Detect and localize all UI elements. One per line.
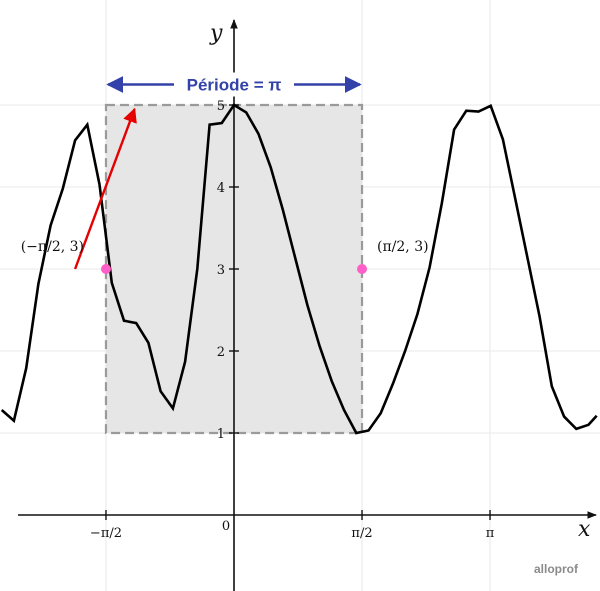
y-axis-title: y bbox=[209, 21, 223, 46]
y-tick-label: 1 bbox=[217, 427, 225, 442]
alloprof-watermark: alloprof bbox=[534, 562, 579, 576]
y-tick-label: 3 bbox=[217, 263, 225, 278]
x-tick-label: π bbox=[486, 526, 495, 541]
point-marker bbox=[357, 264, 368, 274]
y-tick-label: 4 bbox=[217, 181, 225, 196]
point-marker bbox=[100, 264, 111, 274]
y-tick-label: 5 bbox=[217, 99, 225, 114]
x-tick-label: π/2 bbox=[351, 526, 372, 541]
point-label: (π/2, 3) bbox=[377, 239, 429, 255]
y-tick-label: 2 bbox=[217, 345, 225, 360]
axis-ticks: 1 2 3 4 5 −π/2 π/2 π bbox=[90, 99, 495, 541]
origin-label: 0 bbox=[222, 519, 230, 534]
period-label-background bbox=[174, 72, 294, 97]
point-label: (−π/2, 3) bbox=[21, 239, 84, 255]
points: (−π/2, 3) (π/2, 3) bbox=[21, 239, 429, 274]
x-tick-label: −π/2 bbox=[90, 526, 122, 541]
x-axis-title: x bbox=[578, 517, 591, 542]
axes bbox=[18, 19, 597, 591]
period-label: Période = π bbox=[187, 76, 282, 95]
red-arrow bbox=[73, 107, 137, 270]
